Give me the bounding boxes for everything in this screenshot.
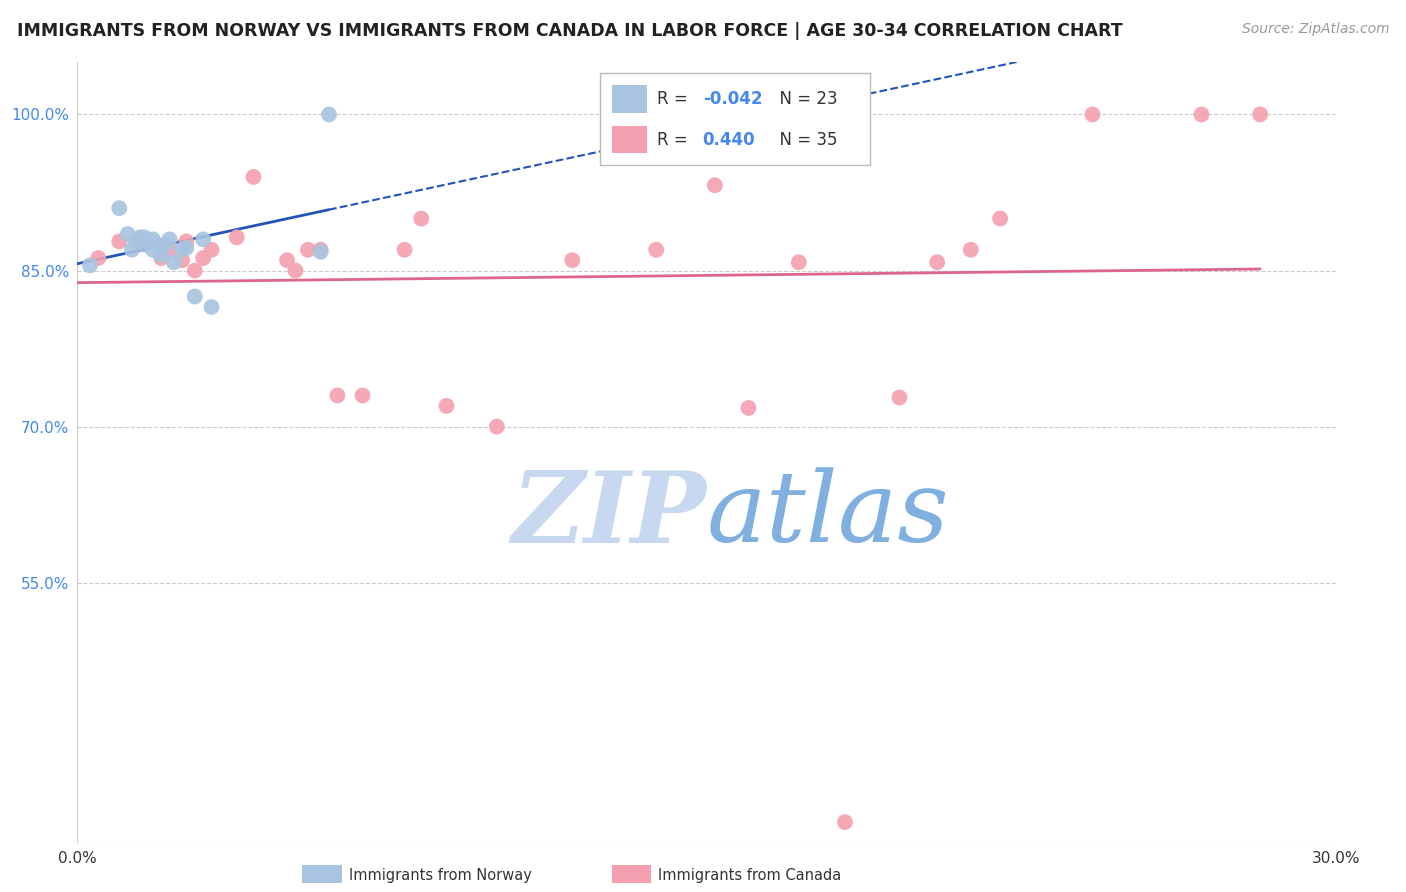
Point: [134, 237, 156, 252]
FancyBboxPatch shape: [599, 73, 870, 165]
Point: [318, 107, 340, 121]
Point: [146, 237, 169, 252]
Point: [155, 237, 177, 252]
Point: [394, 243, 416, 257]
Point: [79, 259, 101, 273]
Point: [645, 243, 668, 257]
Text: R =: R =: [658, 90, 693, 108]
Text: 0.440: 0.440: [703, 131, 755, 149]
Point: [121, 243, 143, 257]
Point: [297, 243, 319, 257]
Point: [159, 243, 181, 257]
Point: [834, 815, 856, 830]
Text: N = 23: N = 23: [769, 90, 838, 108]
Point: [276, 253, 298, 268]
Text: Immigrants from Norway: Immigrants from Norway: [349, 869, 531, 883]
Point: [184, 263, 207, 277]
Point: [352, 388, 374, 402]
Point: [108, 235, 131, 249]
Point: [309, 243, 332, 257]
Text: N = 35: N = 35: [769, 131, 838, 149]
Point: [150, 248, 173, 262]
Point: [242, 169, 264, 184]
Point: [1081, 107, 1104, 121]
Point: [284, 263, 307, 277]
Point: [959, 243, 981, 257]
Point: [117, 227, 139, 242]
Point: [326, 388, 349, 402]
Point: [988, 211, 1011, 226]
Point: [163, 255, 186, 269]
Point: [129, 230, 152, 244]
Point: [150, 251, 173, 265]
Point: [191, 251, 215, 265]
Point: [1191, 107, 1213, 121]
Point: [176, 235, 198, 249]
Text: IMMIGRANTS FROM NORWAY VS IMMIGRANTS FROM CANADA IN LABOR FORCE | AGE 30-34 CORR: IMMIGRANTS FROM NORWAY VS IMMIGRANTS FRO…: [17, 22, 1122, 40]
Text: Immigrants from Canada: Immigrants from Canada: [658, 869, 841, 883]
Point: [87, 251, 110, 265]
Point: [225, 230, 247, 244]
Point: [1249, 107, 1271, 121]
Point: [200, 243, 222, 257]
Point: [703, 178, 725, 193]
Point: [138, 235, 160, 249]
Point: [309, 244, 332, 259]
Point: [108, 201, 131, 215]
Point: [184, 290, 207, 304]
Point: [200, 300, 222, 314]
Text: R =: R =: [658, 131, 699, 149]
Point: [927, 255, 949, 269]
Point: [125, 235, 148, 249]
Point: [159, 232, 181, 246]
Text: Source: ZipAtlas.com: Source: ZipAtlas.com: [1241, 22, 1389, 37]
Point: [176, 241, 198, 255]
Point: [485, 419, 508, 434]
Point: [172, 253, 194, 268]
Text: ZIP: ZIP: [512, 467, 707, 564]
Point: [436, 399, 458, 413]
Point: [191, 232, 215, 246]
Bar: [612, 86, 647, 113]
Point: [411, 211, 433, 226]
Point: [134, 230, 156, 244]
Point: [142, 232, 165, 246]
Point: [737, 401, 759, 415]
Bar: [612, 126, 647, 153]
Point: [172, 243, 194, 257]
Point: [142, 243, 165, 257]
Point: [561, 253, 583, 268]
Point: [129, 232, 152, 246]
Point: [889, 391, 911, 405]
Text: -0.042: -0.042: [703, 90, 762, 108]
Text: atlas: atlas: [707, 467, 949, 563]
Point: [787, 255, 810, 269]
